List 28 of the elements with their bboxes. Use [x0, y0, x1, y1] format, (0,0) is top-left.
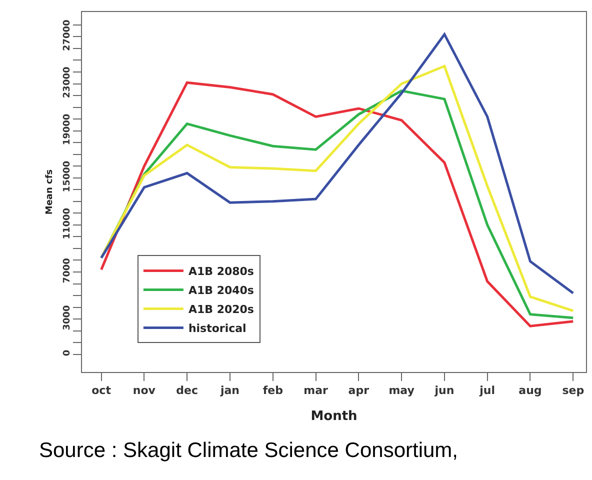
- source-note: Source : Skagit Climate Science Consortium,: [39, 439, 458, 462]
- x-tick-label: dec: [176, 384, 198, 398]
- legend-label: A1B 2080s: [188, 264, 254, 278]
- y-tick-label: 11000: [62, 208, 72, 240]
- x-tick-label: apr: [348, 384, 370, 398]
- y-tick-label: 3000: [62, 305, 72, 330]
- x-tick-label: feb: [262, 384, 284, 398]
- x-tick-label: aug: [518, 384, 542, 398]
- y-axis-title: Mean cfs: [44, 169, 55, 215]
- x-tick-label: oct: [92, 384, 111, 398]
- x-tick-label: jul: [478, 384, 496, 398]
- x-tick-label: may: [388, 384, 414, 398]
- x-axis-title: Month: [310, 408, 358, 424]
- y-tick-label: 0: [62, 350, 72, 356]
- legend-label: A1B 2020s: [188, 302, 254, 316]
- y-tick-label: 27000: [62, 20, 72, 52]
- x-tick-label: mar: [304, 384, 328, 398]
- legend-label: historical: [188, 322, 246, 335]
- legend-label: A1B 2040s: [188, 284, 254, 297]
- y-tick-label: 15000: [62, 160, 72, 192]
- x-tick-label: jun: [434, 384, 454, 398]
- x-tick-label: nov: [132, 384, 156, 398]
- y-tick-label: 7000: [62, 258, 72, 284]
- y-tick-label: 23000: [62, 66, 72, 98]
- x-tick-label: jan: [219, 384, 240, 398]
- x-tick-label: sep: [562, 384, 584, 398]
- line-series: [100, 33, 574, 294]
- y-tick-label: 19000: [62, 114, 72, 146]
